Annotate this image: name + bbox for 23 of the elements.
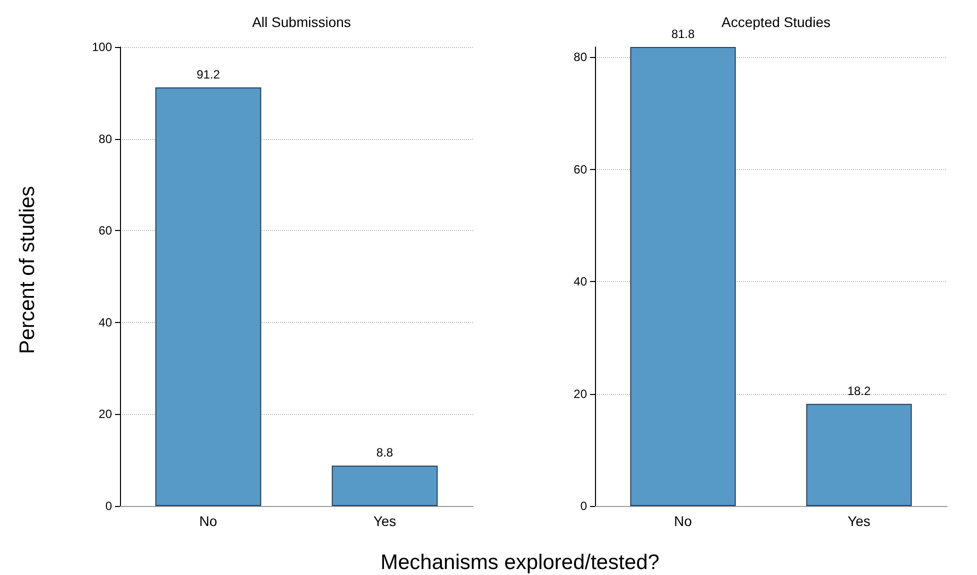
y-tick-label: 20 bbox=[98, 407, 112, 422]
y-tick-label: 40 bbox=[98, 315, 112, 330]
data-label: 8.8 bbox=[376, 446, 394, 460]
y-tick-label: 60 bbox=[574, 162, 588, 176]
chart-title: Accepted Studies bbox=[722, 14, 830, 30]
y-tick-label: 40 bbox=[574, 274, 588, 289]
x-tick-label: Yes bbox=[373, 513, 396, 529]
y-tick-label: 80 bbox=[98, 132, 112, 146]
y-axis-title: Percent of studies bbox=[16, 186, 40, 354]
data-label: 81.8 bbox=[671, 27, 695, 41]
y-tick-label: 0 bbox=[580, 499, 588, 513]
y-tick-label: 20 bbox=[574, 386, 588, 401]
x-tick-label: Yes bbox=[848, 513, 870, 529]
y-tick-label: 80 bbox=[574, 50, 588, 64]
chart-title: All Submissions bbox=[252, 14, 351, 30]
y-tick-label: 60 bbox=[98, 224, 112, 238]
x-axis-title: Mechanisms explored/tested? bbox=[380, 551, 660, 575]
y-tick-label: 100 bbox=[92, 40, 112, 54]
x-tick-label: No bbox=[674, 513, 692, 529]
data-label: 18.2 bbox=[847, 384, 871, 398]
x-tick-label: No bbox=[199, 513, 218, 529]
y-tick-label: 0 bbox=[105, 499, 112, 513]
data-label: 91.2 bbox=[196, 67, 220, 82]
